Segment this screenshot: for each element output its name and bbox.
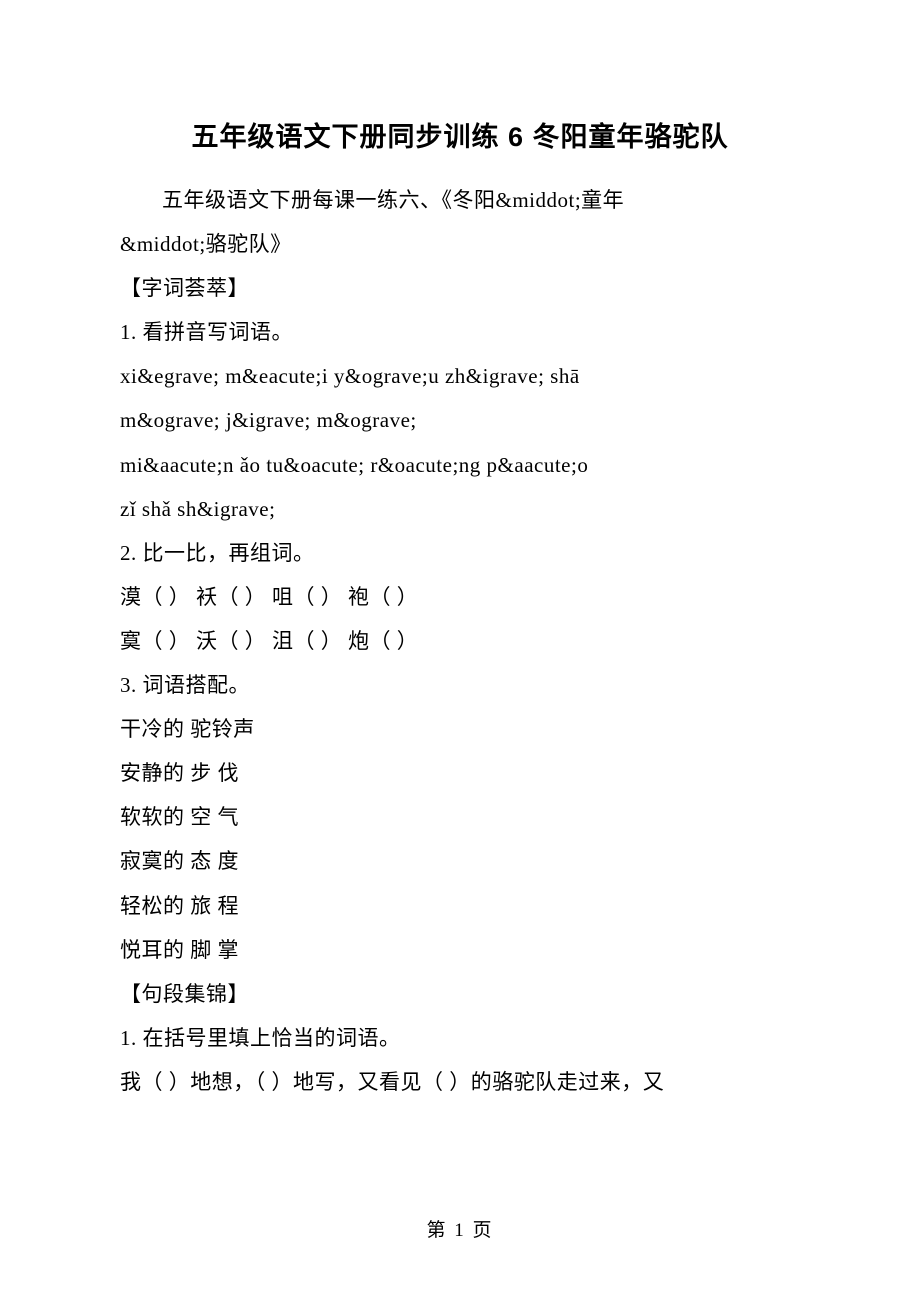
body-line: &middot;骆驼队》: [120, 222, 800, 266]
body-line: 轻松的 旅 程: [120, 884, 800, 928]
body-line: 漠（ ） 袄（ ） 咀（ ） 袍（ ）: [120, 575, 800, 619]
body-line: 3. 词语搭配。: [120, 663, 800, 707]
document-title: 五年级语文下册同步训练 6 冬阳童年骆驼队: [120, 115, 800, 154]
body-line: 五年级语文下册每课一练六、《冬阳&middot;童年: [120, 178, 800, 222]
body-line: 2. 比一比，再组词。: [120, 531, 800, 575]
page-number-footer: 第 1 页: [0, 1215, 920, 1242]
body-line: 我（ ）地想，（ ）地写，又看见（ ）的骆驼队走过来，又: [120, 1060, 800, 1104]
body-line: 寞（ ） 沃（ ） 沮（ ） 炮（ ）: [120, 619, 800, 663]
body-line: 寂寞的 态 度: [120, 839, 800, 883]
body-line: mi&aacute;n ǎo tu&oacute; r&oacute;ng p&…: [120, 443, 800, 487]
body-line: 悦耳的 脚 掌: [120, 928, 800, 972]
document-page: 五年级语文下册同步训练 6 冬阳童年骆驼队 五年级语文下册每课一练六、《冬阳&m…: [0, 0, 920, 1104]
body-line: 【句段集锦】: [120, 972, 800, 1016]
body-line: 软软的 空 气: [120, 795, 800, 839]
document-body: 五年级语文下册每课一练六、《冬阳&middot;童年&middot;骆驼队》【字…: [120, 178, 800, 1104]
body-line: 1. 看拼音写词语。: [120, 310, 800, 354]
body-line: zǐ shǎ sh&igrave;: [120, 487, 800, 531]
body-line: m&ograve; j&igrave; m&ograve;: [120, 398, 800, 442]
body-line: 1. 在括号里填上恰当的词语。: [120, 1016, 800, 1060]
body-line: 安静的 步 伐: [120, 751, 800, 795]
body-line: 干冷的 驼铃声: [120, 707, 800, 751]
body-line: xi&egrave; m&eacute;i y&ograve;u zh&igra…: [120, 354, 800, 398]
body-line: 【字词荟萃】: [120, 266, 800, 310]
